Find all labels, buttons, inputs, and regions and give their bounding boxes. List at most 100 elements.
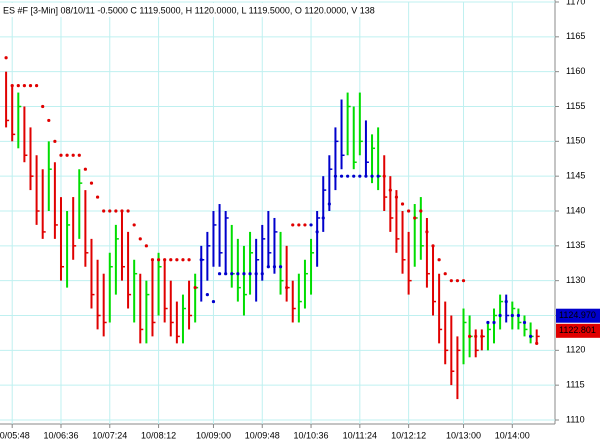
price-label-box <box>556 323 600 338</box>
stop-dot <box>236 272 240 276</box>
stop-dot <box>388 188 392 192</box>
stop-dot <box>28 84 33 88</box>
stop-dot <box>242 272 246 276</box>
title-bg <box>0 3 380 17</box>
stop-dot <box>535 341 539 345</box>
stop-dot <box>400 202 405 206</box>
stop-dot <box>510 313 514 318</box>
stop-dot <box>468 334 472 338</box>
stop-dot <box>297 223 301 227</box>
x-tick-label: 10/12:12 <box>391 430 426 440</box>
stop-dot <box>126 209 130 213</box>
stop-dot <box>327 202 331 206</box>
stop-dot <box>529 334 533 338</box>
marks <box>4 56 540 400</box>
stop-dot <box>309 223 313 227</box>
stop-dot <box>120 209 124 213</box>
stop-dot <box>291 223 295 227</box>
stop-dot <box>461 279 466 283</box>
stop-dot <box>346 174 350 178</box>
stop-dot <box>352 174 356 178</box>
stop-dot <box>95 195 100 199</box>
stop-dot <box>144 244 148 248</box>
grid <box>0 1 555 424</box>
y-tick-label: 1160 <box>566 66 585 76</box>
stop-dot <box>431 244 435 248</box>
x-tick-label: 10/09:48 <box>245 430 280 440</box>
stop-dot <box>278 265 283 269</box>
stop-dot <box>187 258 191 262</box>
stop-dot <box>437 258 441 262</box>
x-tick-label: 10/14:00 <box>495 430 530 440</box>
stop-dot <box>163 258 167 262</box>
stop-dot <box>285 286 289 290</box>
stop-dot <box>77 153 81 157</box>
x-tick-label: 10/10:36 <box>294 430 329 440</box>
stop-dot <box>382 174 386 178</box>
y-tick-label: 1165 <box>566 31 585 41</box>
stop-dot <box>248 272 252 276</box>
stop-dot <box>504 299 508 304</box>
x-tick-label: 10/08:12 <box>141 430 176 440</box>
stop-dot <box>376 174 380 178</box>
stop-dot <box>65 153 69 157</box>
stop-dot <box>321 216 325 220</box>
stop-dot <box>492 320 496 325</box>
stop-dot <box>83 167 87 171</box>
y-tick-label: 1130 <box>566 275 585 285</box>
stop-dot <box>47 118 51 123</box>
stop-dot <box>449 279 453 283</box>
y-tick-label: 1120 <box>566 345 585 355</box>
stop-dot <box>34 84 39 88</box>
stop-dot <box>132 223 136 227</box>
stop-dot <box>59 153 63 157</box>
stop-dot <box>339 174 344 178</box>
stop-dot <box>425 230 429 234</box>
stop-dot <box>260 272 264 276</box>
stop-dot <box>71 153 75 157</box>
x-tick-label: 10/07:24 <box>92 430 127 440</box>
x-tick-label: 10/05:48 <box>0 430 30 440</box>
y-tick-label: 1140 <box>566 205 585 215</box>
y-tick-label: 1150 <box>566 136 585 146</box>
y-tick-label: 1135 <box>566 240 585 250</box>
stop-dot <box>138 237 142 241</box>
stop-dot <box>413 216 417 220</box>
y-tick-label: 1155 <box>566 101 585 111</box>
stop-dot <box>480 334 484 338</box>
stop-dot <box>102 209 106 213</box>
stop-dot <box>266 265 270 269</box>
stop-dot <box>199 258 203 262</box>
stop-dot <box>53 139 57 143</box>
stop-dot <box>516 313 521 318</box>
stop-dot <box>419 209 423 213</box>
stop-dot <box>217 272 222 276</box>
y-tick-label: 1170 <box>566 0 585 6</box>
price-label: 1122.801 <box>559 325 596 335</box>
x-tick-label: 10/11:24 <box>343 430 377 440</box>
stop-dot <box>16 84 20 88</box>
chart-title: ES #F [3-Min] 08/10/11 -0.5000 C 1119.50… <box>3 5 375 15</box>
stop-dot <box>455 279 460 283</box>
x-tick-label: 10/09:00 <box>196 430 231 440</box>
stop-dot <box>407 209 411 213</box>
stop-dot <box>315 230 319 234</box>
stop-dot <box>4 56 8 60</box>
stop-dot <box>443 272 447 276</box>
stop-dot <box>358 174 362 178</box>
stop-dot <box>175 258 179 262</box>
stop-dot <box>41 104 45 109</box>
stop-dot <box>303 223 307 227</box>
stop-dot <box>89 181 94 185</box>
x-tick-label: 10/06:36 <box>43 430 78 440</box>
stop-dot <box>10 84 14 88</box>
stop-dot <box>181 258 185 262</box>
stop-dot <box>394 195 399 199</box>
stop-dot <box>272 265 277 269</box>
stop-dot <box>370 174 374 178</box>
y-tick-label: 1110 <box>566 414 585 424</box>
stop-dot <box>230 272 234 276</box>
x-tick-label: 10/13:00 <box>446 430 481 440</box>
stop-dot <box>486 320 490 325</box>
